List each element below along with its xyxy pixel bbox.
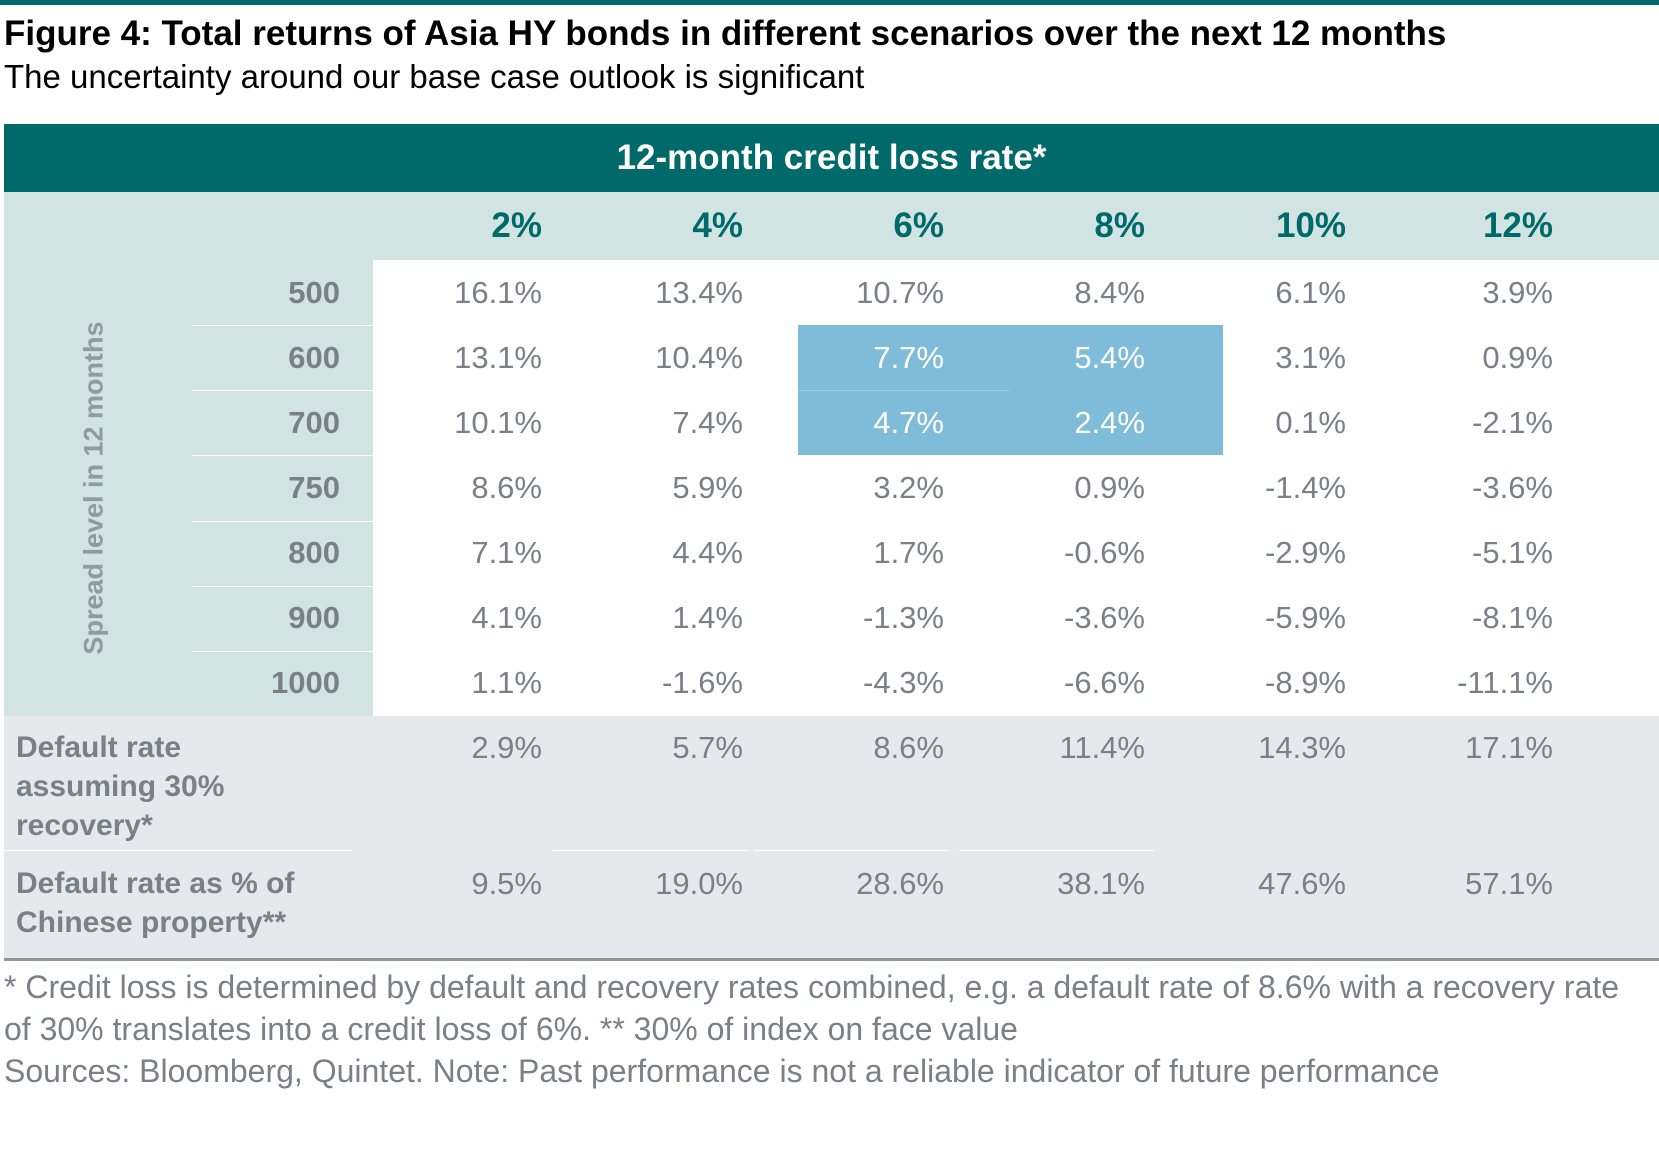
row-axis-title: Spread level in 12 months (78, 321, 109, 655)
row-separator (192, 455, 373, 457)
footer-separator (959, 850, 1154, 851)
table-cell: 0.9% (1482, 339, 1553, 375)
table-cell: 4.1% (471, 600, 542, 636)
row-label-500: 500 (288, 274, 340, 310)
row-separator (192, 520, 373, 522)
top-rule (0, 0, 1659, 5)
footer-cell: 9.5% (471, 866, 542, 901)
footer-cell: 28.6% (856, 866, 944, 901)
table-cell: 7.1% (471, 535, 542, 571)
footer-separator (754, 850, 949, 851)
table-cell: 10.4% (655, 339, 743, 375)
row-label-800: 800 (288, 535, 340, 571)
returns-grid: 16.1% 13.4% 10.7% 8.4% 6.1% 3.9% 13.1% 10.4% 7.7… (373, 260, 1659, 716)
footer-cell: 8.6% (873, 730, 944, 765)
table-bottom-rule (4, 958, 1659, 961)
footnote-text: * Credit loss is determined by default a… (4, 969, 1620, 1047)
footer-cell: 11.4% (1059, 730, 1145, 765)
column-header-2pct: 2% (491, 206, 542, 245)
table-cell: -11.1% (1457, 665, 1553, 701)
row-label-600: 600 (288, 339, 340, 375)
table-cell: -3.6% (1064, 600, 1145, 636)
row-label-750: 750 (288, 469, 340, 505)
footer-cell: 57.1% (1465, 866, 1553, 901)
table-cell: 8.6% (471, 469, 542, 505)
table-cell: 2.4% (1074, 404, 1145, 440)
row-separator (192, 390, 373, 392)
row-separator (192, 585, 373, 587)
table-cell: -1.4% (1265, 469, 1346, 505)
table-cell: 1.4% (672, 600, 743, 636)
highlight-separator (798, 390, 1010, 391)
column-header-8pct: 8% (1094, 206, 1145, 245)
footer-cell: 14.3% (1258, 730, 1346, 765)
table-cell: 16.1% (454, 274, 542, 310)
table-cell: -2.1% (1472, 404, 1553, 440)
footer-cell: 38.1% (1057, 866, 1145, 901)
footer-cell: 2.9% (471, 730, 542, 765)
table-cell: -4.3% (863, 665, 944, 701)
table-cell: 0.9% (1074, 469, 1145, 505)
table-cell: 8.4% (1074, 274, 1145, 310)
figure-title: Figure 4: Total returns of Asia HY bonds… (4, 14, 1447, 53)
table-cell: -3.6% (1472, 469, 1553, 505)
table-cell: -5.1% (1472, 535, 1553, 571)
table-cell: 5.9% (672, 469, 743, 505)
table-cell: 1.7% (873, 535, 944, 571)
notes: * Credit loss is determined by default a… (4, 966, 1654, 1092)
table-cell: -2.9% (1265, 535, 1346, 571)
footer-separator (553, 850, 749, 851)
table-cell: 13.4% (655, 274, 743, 310)
table-cell: -6.6% (1064, 665, 1145, 701)
table-cell: 7.4% (672, 404, 743, 440)
footer-cell: 17.1% (1465, 730, 1553, 765)
table-cell: 10.1% (454, 404, 542, 440)
table-cell: 4.7% (873, 404, 944, 440)
footer-separator (4, 850, 352, 851)
table-cell: 10.7% (856, 274, 944, 310)
column-header-6pct: 6% (893, 206, 944, 245)
table-cell: -8.1% (1472, 600, 1553, 636)
table-cell: 4.4% (672, 535, 743, 571)
table-cell: 5.4% (1074, 339, 1145, 375)
table-cell: 3.1% (1275, 339, 1346, 375)
row-label-1000: 1000 (271, 665, 340, 701)
row-separator (192, 650, 373, 652)
table-cell: 3.2% (873, 469, 944, 505)
footer-row-label: Default rate as % of Chinese property** (16, 867, 295, 939)
default-rate-panel: Default rate assuming 30% recovery* 2.9% 5… (4, 716, 1659, 958)
table-cell: -1.3% (863, 600, 944, 636)
row-header-panel: Spread level in 12 months 500 600 700 750 80… (4, 260, 373, 716)
table-cell: 13.1% (454, 339, 542, 375)
table-cell: 3.9% (1482, 274, 1553, 310)
table-cell: -5.9% (1265, 600, 1346, 636)
table-cell: 1.1% (471, 665, 542, 701)
table-cell: -8.9% (1265, 665, 1346, 701)
footer-cell: 19.0% (655, 866, 743, 901)
column-header-12pct: 12% (1482, 206, 1553, 245)
footer-cell: 47.6% (1258, 866, 1346, 901)
column-header-row: 2% 4% 6% 8% 10% 12% (4, 192, 1659, 260)
column-header-4pct: 4% (692, 206, 743, 245)
figure-subtitle: The uncertainty around our base case out… (4, 58, 865, 95)
row-label-900: 900 (288, 600, 340, 636)
table-cell: 6.1% (1275, 274, 1346, 310)
table-cell: 0.1% (1275, 404, 1346, 440)
sources-text: Sources: Bloomberg, Quintet. Note: Past … (4, 1053, 1440, 1089)
table-cell: -1.6% (662, 665, 743, 701)
row-separator (192, 325, 373, 327)
row-label-700: 700 (288, 404, 340, 440)
footer-cell: 5.7% (672, 730, 743, 765)
column-header-10pct: 10% (1275, 206, 1346, 245)
footer-row-label: Default rate assuming 30% recovery* (16, 731, 225, 842)
table-cell: -0.6% (1064, 535, 1145, 571)
table-cell: 7.7% (873, 339, 944, 375)
column-group-title: 12-month credit loss rate* (4, 124, 1659, 192)
